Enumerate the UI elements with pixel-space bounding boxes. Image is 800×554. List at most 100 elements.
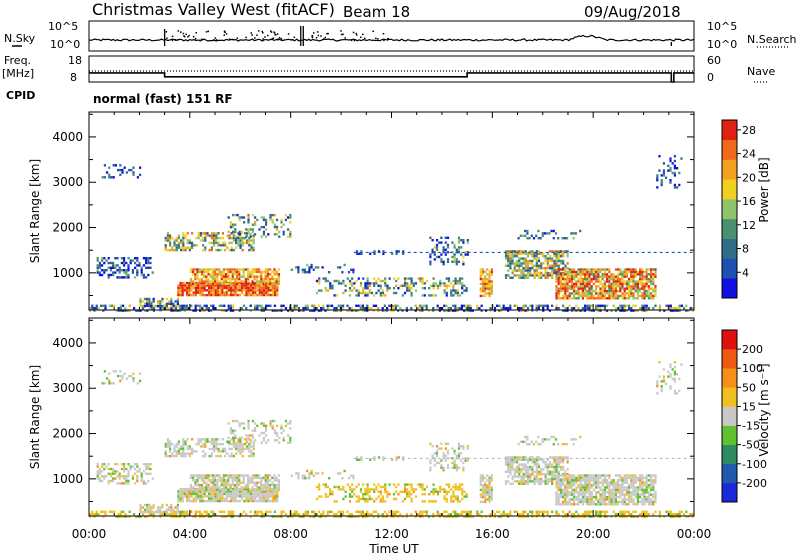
velocity-cell bbox=[577, 498, 580, 501]
velocity-cell bbox=[581, 498, 584, 501]
power-cell bbox=[628, 277, 631, 281]
power-cell bbox=[379, 291, 382, 295]
power-cell bbox=[435, 246, 439, 249]
power-cell bbox=[452, 309, 455, 312]
velocity-cell bbox=[544, 473, 547, 476]
velocity-cell bbox=[590, 479, 593, 482]
power-cell bbox=[447, 279, 451, 283]
power-cell bbox=[177, 234, 180, 237]
power-cell bbox=[118, 276, 121, 279]
velocity-cell bbox=[243, 510, 246, 513]
power-cell bbox=[143, 297, 146, 301]
velocity-cell bbox=[229, 515, 232, 518]
velocity-cell bbox=[182, 452, 185, 455]
power-cell bbox=[192, 270, 195, 274]
velocity-cell bbox=[524, 482, 527, 485]
power-cell bbox=[518, 250, 521, 253]
velocity-cell bbox=[555, 458, 558, 461]
velocity-cell bbox=[381, 513, 384, 516]
power-cell bbox=[579, 280, 582, 283]
velocity-cell bbox=[359, 490, 363, 493]
velocity-cell bbox=[304, 510, 307, 513]
power-cell bbox=[441, 282, 444, 285]
nsearch-point bbox=[372, 30, 374, 33]
power-cell bbox=[359, 304, 362, 307]
velocity-cell bbox=[366, 510, 369, 513]
nsearch-point bbox=[254, 37, 256, 39]
power-cell bbox=[245, 291, 248, 294]
power-cell bbox=[614, 309, 617, 312]
velocity-cell bbox=[237, 442, 240, 446]
power-cell bbox=[188, 291, 191, 294]
velocity-cell bbox=[264, 481, 267, 484]
velocity-cell bbox=[244, 483, 247, 487]
power-cell bbox=[139, 166, 142, 169]
power-cell bbox=[346, 304, 349, 307]
velocity-cell bbox=[460, 510, 463, 513]
power-cell bbox=[231, 268, 234, 271]
power-cell bbox=[154, 305, 157, 308]
power-cell bbox=[619, 268, 622, 271]
velocity-cell bbox=[524, 475, 527, 478]
power-cell bbox=[526, 307, 529, 310]
velocity-cell bbox=[181, 495, 184, 498]
power-cell bbox=[573, 309, 576, 312]
velocity-cell bbox=[421, 510, 424, 513]
power-cell bbox=[234, 286, 237, 290]
power-cell bbox=[647, 297, 650, 300]
power-cell bbox=[632, 294, 635, 298]
power-cell bbox=[654, 292, 657, 295]
velocity-cell bbox=[559, 483, 562, 487]
power-cell bbox=[164, 239, 167, 242]
power-cell bbox=[570, 292, 573, 295]
power-cell bbox=[195, 236, 198, 240]
power-cell bbox=[540, 264, 543, 267]
power-cell bbox=[647, 294, 650, 298]
power-cell bbox=[217, 241, 220, 245]
power-cell bbox=[122, 309, 125, 312]
power-cell bbox=[548, 255, 552, 258]
power-cell bbox=[608, 287, 611, 290]
power-cell bbox=[577, 297, 580, 300]
velocity-cell bbox=[123, 475, 126, 478]
power-cell bbox=[397, 250, 400, 253]
velocity-cell bbox=[247, 499, 250, 503]
velocity-cell bbox=[564, 498, 567, 501]
velocity-cell bbox=[180, 447, 183, 451]
power-cell bbox=[230, 291, 233, 294]
velocity-cell bbox=[251, 434, 254, 437]
power-cell bbox=[244, 280, 247, 283]
power-cell bbox=[559, 273, 562, 276]
power-cell bbox=[269, 289, 272, 292]
power-cell bbox=[315, 279, 319, 283]
power-cell bbox=[403, 279, 407, 283]
power-cell bbox=[435, 248, 439, 251]
velocity-cell bbox=[181, 492, 184, 496]
power-cell bbox=[554, 232, 558, 235]
power-cell bbox=[619, 273, 622, 276]
power-cell bbox=[186, 286, 189, 290]
power-cell bbox=[142, 273, 145, 277]
colorbar-segment bbox=[722, 179, 737, 200]
velocity-cell bbox=[562, 473, 565, 476]
velocity-cell bbox=[520, 463, 523, 466]
power-cell bbox=[486, 277, 489, 281]
colorbar-segment bbox=[722, 238, 737, 259]
velocity-cell bbox=[444, 454, 447, 457]
velocity-cell bbox=[568, 491, 571, 494]
velocity-cell bbox=[408, 495, 411, 498]
power-cell bbox=[276, 225, 279, 229]
power-cell bbox=[262, 216, 265, 219]
power-cell bbox=[623, 273, 626, 276]
velocity-cell bbox=[643, 515, 646, 518]
velocity-cell bbox=[597, 486, 600, 489]
power-cell bbox=[564, 273, 567, 276]
nave-ytick-bottom: 0 bbox=[707, 71, 714, 84]
power-cell bbox=[614, 285, 617, 288]
power-cell bbox=[313, 304, 316, 307]
velocity-cell bbox=[219, 450, 222, 453]
velocity-cell bbox=[98, 479, 101, 483]
power-cell bbox=[665, 304, 668, 307]
power-cell bbox=[446, 243, 450, 247]
power-cell bbox=[553, 269, 556, 272]
